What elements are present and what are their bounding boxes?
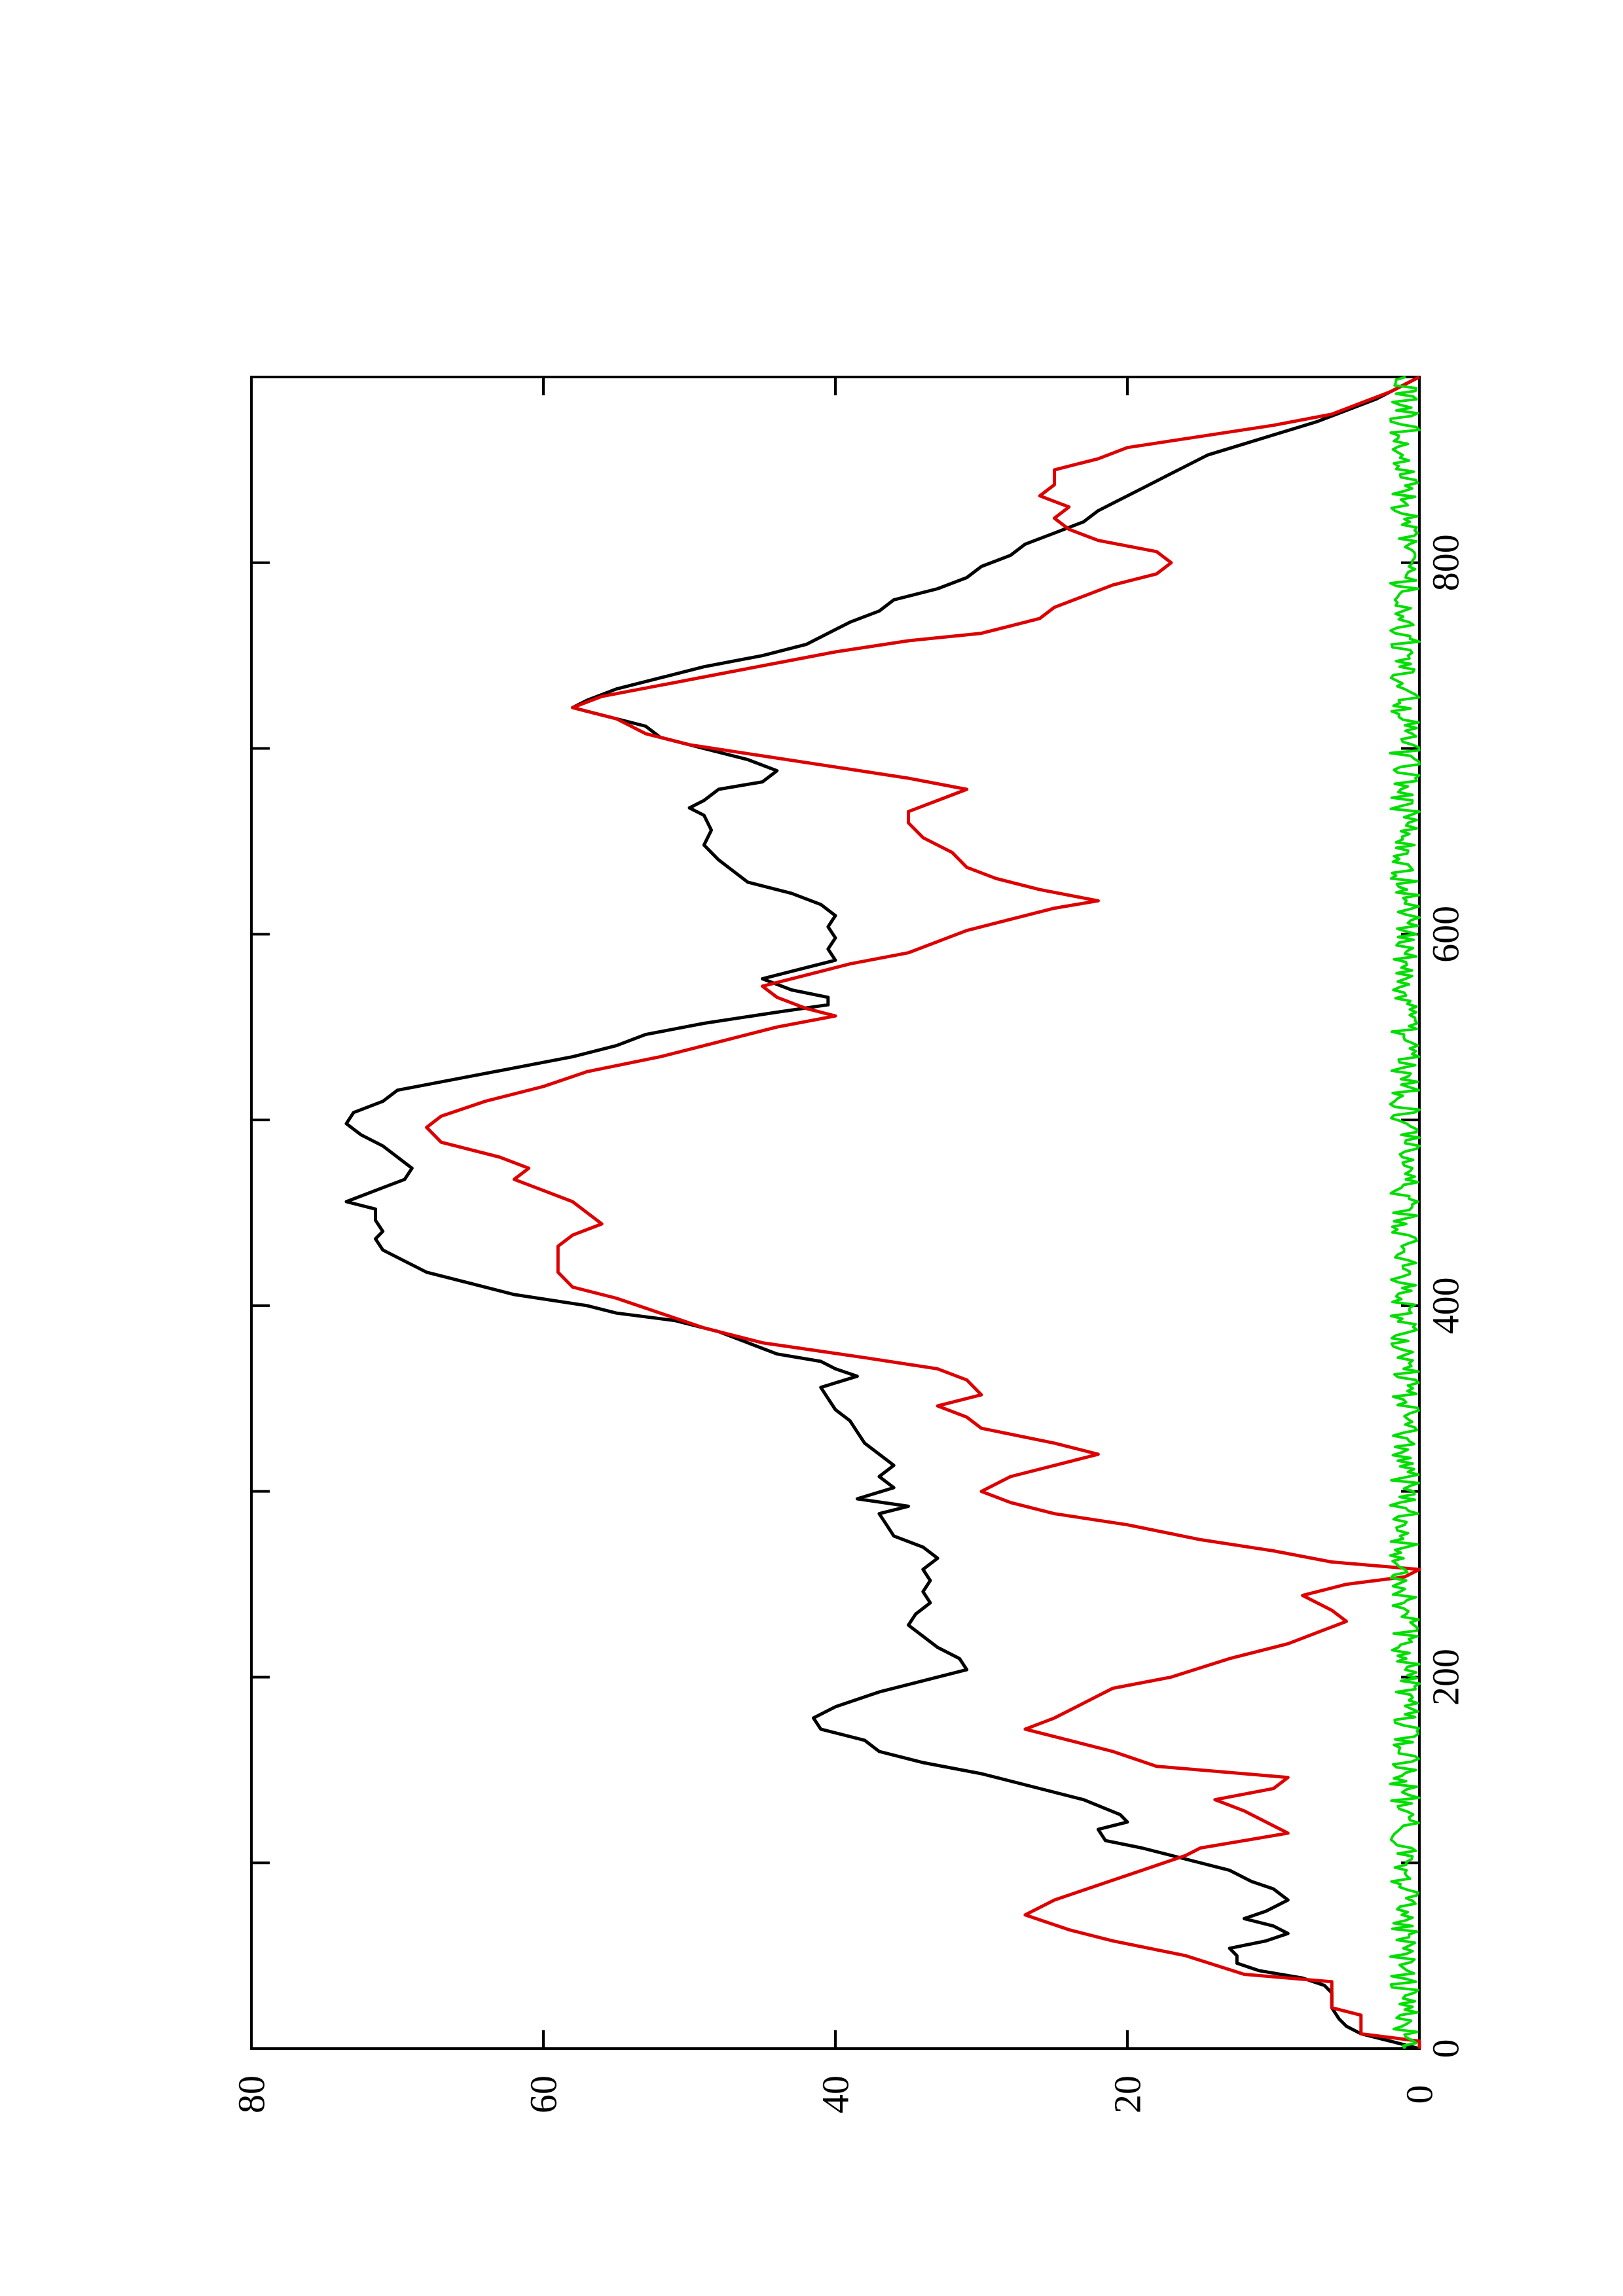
x-tick-label-200: 200 (1425, 1649, 1467, 1706)
series-red-line (425, 375, 1421, 2049)
x-tick-label-400: 400 (1425, 1277, 1467, 1334)
y-tick-label-20: 20 (1106, 2075, 1149, 2113)
tick-labels: 0 200 400 600 800 0 20 40 60 80 (230, 534, 1467, 2113)
series-green-line (1389, 376, 1421, 2050)
y-tick-label-80: 80 (230, 2075, 273, 2113)
series-layer (344, 375, 1421, 2051)
ticks (250, 377, 1421, 2050)
y-tick-label-60: 60 (522, 2075, 565, 2113)
series-black-line (344, 375, 1421, 2051)
plot-area: 0 200 400 600 800 0 20 40 60 80 (230, 375, 1467, 2113)
x-tick-label-600: 600 (1425, 906, 1467, 963)
x-tick-label-0: 0 (1425, 2039, 1467, 2058)
x-tick-label-800: 800 (1425, 534, 1467, 591)
y-tick-label-0: 0 (1398, 2085, 1441, 2104)
y-tick-label-40: 40 (814, 2075, 857, 2113)
plot-frame (250, 376, 1421, 2050)
